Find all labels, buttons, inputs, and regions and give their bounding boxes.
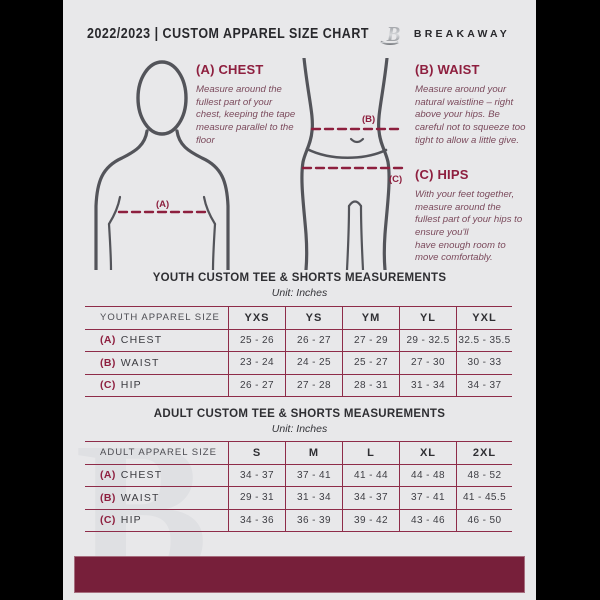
svg-text:B: B xyxy=(386,24,401,46)
waist-line-label: (B) xyxy=(362,114,375,125)
size-cell: 41 - 45.5 xyxy=(456,486,512,509)
navel-mark xyxy=(349,137,365,144)
adult-header-l: L xyxy=(342,441,399,464)
figure-head xyxy=(136,60,188,136)
page-title: 2022/2023 | CUSTOM APPAREL SIZE CHART xyxy=(87,26,369,42)
youth-header-ym: YM xyxy=(342,306,399,329)
hips-line-label: (C) xyxy=(389,174,402,185)
size-cell: 27 - 30 xyxy=(399,351,456,374)
size-cell: 41 - 44 xyxy=(342,463,399,486)
youth-table-title: YOUTH CUSTOM TEE & SHORTS MEASUREMENTS xyxy=(152,272,447,284)
adult-header-label: ADULT APPAREL SIZE xyxy=(85,441,228,464)
size-cell: 30 - 33 xyxy=(456,351,512,374)
adult-header-m: M xyxy=(285,441,342,464)
footer-accent-bar xyxy=(74,556,525,593)
youth-waist-label: (B) WAIST xyxy=(85,351,228,374)
size-cell: 26 - 27 xyxy=(228,373,285,396)
hips-instructions: With your feet together, measure around … xyxy=(415,189,523,264)
size-cell: 43 - 46 xyxy=(399,508,456,531)
row-label: HIP xyxy=(120,379,142,392)
size-chart-document: 2022/2023 | CUSTOM APPAREL SIZE CHART B … xyxy=(63,0,536,600)
row-prefix: (C) xyxy=(100,379,116,392)
waist-hips-measurement-figure: (B) (C) xyxy=(300,58,405,270)
size-cell: 34 - 37 xyxy=(342,486,399,509)
youth-header-yxl: YXL xyxy=(456,306,512,329)
adult-waist-label: (B) WAIST xyxy=(85,486,228,509)
adult-chest-label: (A) CHEST xyxy=(85,463,228,487)
waist-instructions: Measure around your natural waistline – … xyxy=(415,84,526,146)
row-label: WAIST xyxy=(120,491,160,504)
size-cell: 23 - 24 xyxy=(228,351,285,374)
adult-table-unit: Unit: Inches xyxy=(271,423,328,435)
chest-measurement-figure: (A) xyxy=(94,60,230,270)
waist-heading: (B) WAIST xyxy=(415,62,480,77)
youth-header-ys: YS xyxy=(285,306,342,329)
size-cell: 34 - 36 xyxy=(228,508,285,531)
size-cell: 36 - 39 xyxy=(285,508,342,531)
youth-table-unit: Unit: Inches xyxy=(271,287,328,299)
adult-table-title: ADULT CUSTOM TEE & SHORTS MEASUREMENTS xyxy=(153,408,446,420)
size-cell: 37 - 41 xyxy=(285,463,342,486)
brand-name: BREAKAWAY xyxy=(413,27,510,40)
size-cell: 31 - 34 xyxy=(399,373,456,396)
size-cell: 34 - 37 xyxy=(456,373,512,396)
row-prefix: (B) xyxy=(100,356,116,369)
adult-table: ADULT APPAREL SIZE S M L XL 2XL (A) CHES… xyxy=(85,441,512,532)
size-cell: 25 - 27 xyxy=(342,351,399,374)
chest-instructions: Measure around the fullest part of your … xyxy=(196,84,296,146)
hips-heading: (C) HIPS xyxy=(415,167,469,182)
row-label: CHEST xyxy=(120,469,163,482)
size-cell: 27 - 28 xyxy=(285,373,342,396)
youth-table: YOUTH APPAREL SIZE YXS YS YM YL YXL (A) … xyxy=(85,306,512,397)
size-cell: 37 - 41 xyxy=(399,486,456,509)
row-label: CHEST xyxy=(120,334,163,347)
row-prefix: (B) xyxy=(100,491,116,504)
youth-header-label: YOUTH APPAREL SIZE xyxy=(85,306,228,329)
adult-header-s: S xyxy=(228,441,285,464)
chest-line-label: (A) xyxy=(156,199,169,210)
hip-curve-line xyxy=(305,147,388,160)
brand-lockup: B BREAKAWAY xyxy=(380,20,510,47)
adult-header-xl: XL xyxy=(399,441,456,464)
size-cell: 27 - 29 xyxy=(342,328,399,351)
adult-header-2xl: 2XL xyxy=(456,441,512,464)
row-prefix: (A) xyxy=(100,469,116,482)
breakaway-b-logo-icon: B xyxy=(380,24,401,46)
youth-hip-label: (C) HIP xyxy=(85,373,228,397)
row-prefix: (C) xyxy=(100,514,116,527)
youth-header-yl: YL xyxy=(399,306,456,329)
size-cell: 34 - 37 xyxy=(228,463,285,486)
youth-chest-label: (A) CHEST xyxy=(85,328,228,352)
youth-header-yxs: YXS xyxy=(228,306,285,329)
size-cell: 24 - 25 xyxy=(285,351,342,374)
size-cell: 28 - 31 xyxy=(342,373,399,396)
size-cell: 26 - 27 xyxy=(285,328,342,351)
adult-hip-label: (C) HIP xyxy=(85,508,228,532)
size-cell: 29 - 31 xyxy=(228,486,285,509)
chest-heading: (A) CHEST xyxy=(196,62,264,77)
size-cell: 46 - 50 xyxy=(456,508,512,531)
size-cell: 32.5 - 35.5 xyxy=(456,328,512,351)
size-cell: 31 - 34 xyxy=(285,486,342,509)
size-cell: 39 - 42 xyxy=(342,508,399,531)
size-cell: 48 - 52 xyxy=(456,463,512,486)
row-prefix: (A) xyxy=(100,334,116,347)
row-label: WAIST xyxy=(120,356,160,369)
size-cell: 44 - 48 xyxy=(399,463,456,486)
row-label: HIP xyxy=(120,514,142,527)
size-cell: 29 - 32.5 xyxy=(399,328,456,351)
size-cell: 25 - 26 xyxy=(228,328,285,351)
